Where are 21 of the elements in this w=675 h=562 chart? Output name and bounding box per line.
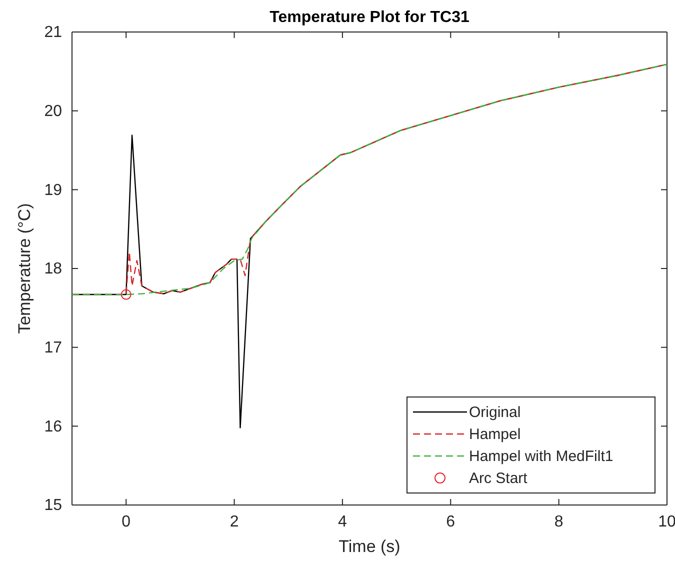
- x-tick-label: 6: [446, 513, 456, 530]
- y-tick-label: 19: [44, 182, 62, 199]
- x-tick-label: 8: [554, 513, 564, 530]
- y-tick-label: 16: [44, 418, 62, 436]
- legend-label: Hampel with MedFilt1: [469, 448, 614, 465]
- x-tick-label: 10: [658, 513, 675, 530]
- chart-title: Temperature Plot for TC31: [270, 9, 470, 26]
- y-tick-label: 18: [44, 260, 62, 278]
- y-tick-label: 21: [44, 24, 62, 42]
- y-tick-label: 15: [44, 497, 62, 514]
- legend-label: Hampel: [469, 426, 521, 443]
- y-tick-label: 17: [44, 339, 62, 356]
- x-axis-title: Time (s): [338, 537, 400, 556]
- legend-label: Original: [469, 404, 521, 421]
- y-axis-title: Temperature (°C): [15, 203, 34, 334]
- line-series: [71, 64, 668, 296]
- x-tick-label: 2: [230, 513, 239, 530]
- x-tick-label: 0: [122, 513, 131, 530]
- legend-label: Arc Start: [469, 470, 528, 487]
- x-tick-label: 4: [338, 513, 347, 530]
- y-tick-label: 20: [44, 102, 62, 120]
